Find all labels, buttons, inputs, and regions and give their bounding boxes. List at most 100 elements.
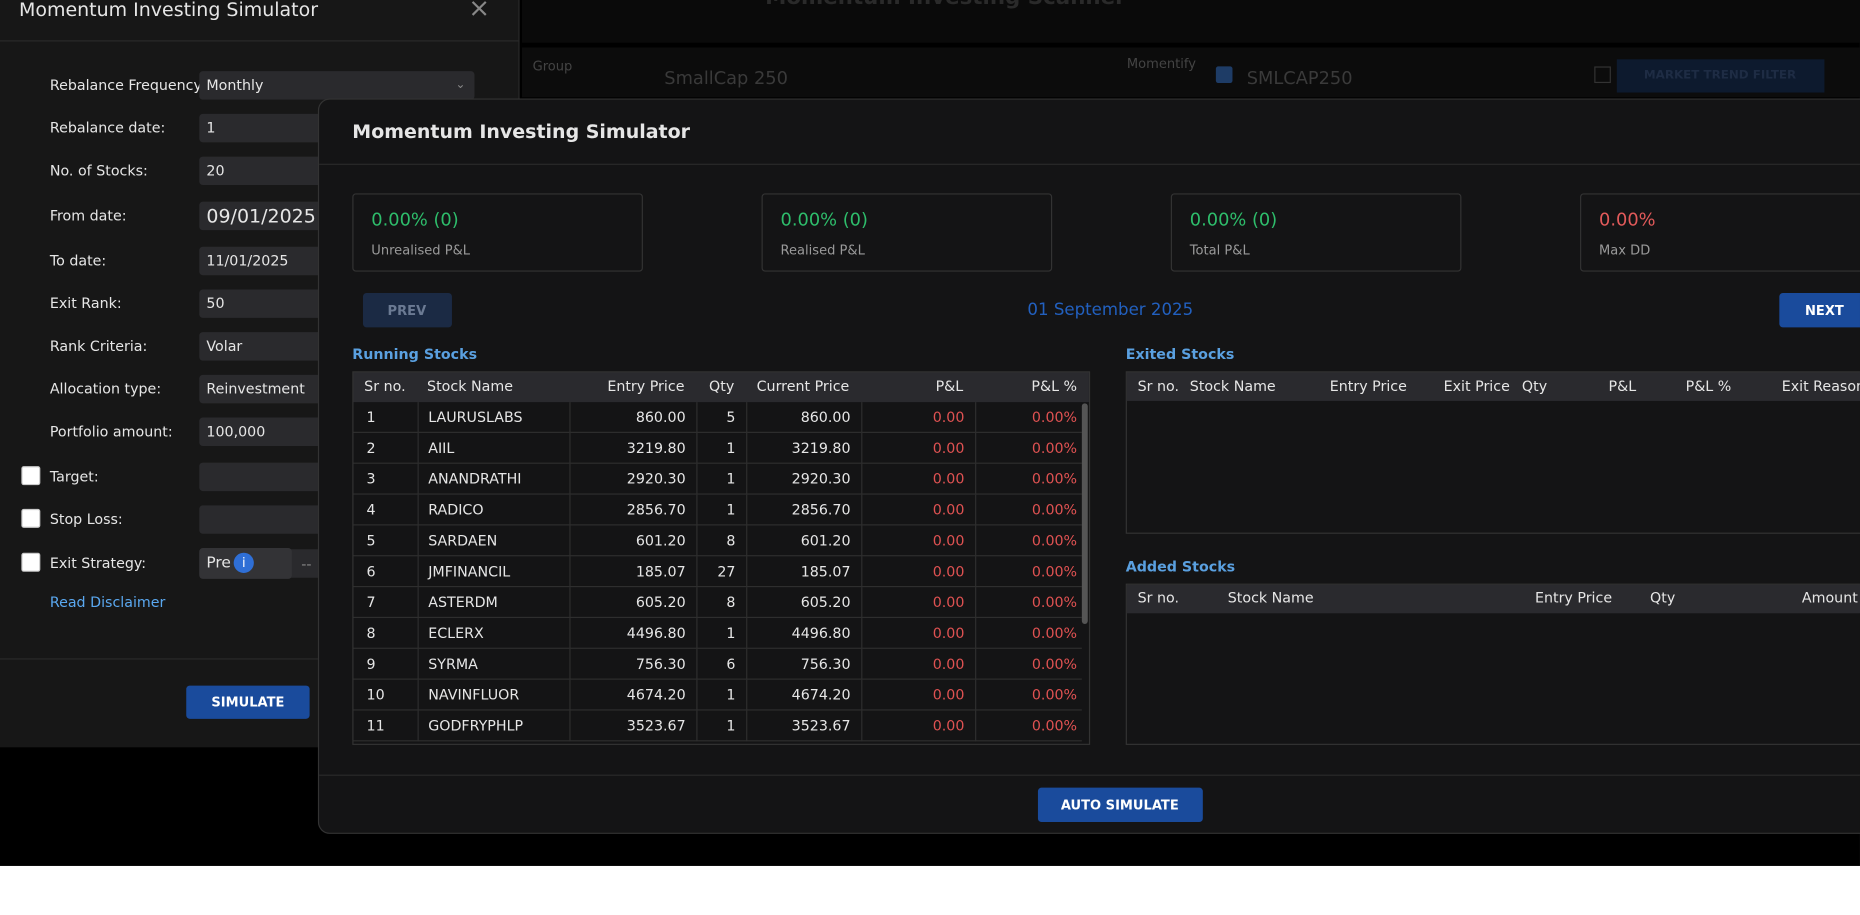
cell-border bbox=[417, 494, 419, 526]
table-row[interactable] bbox=[353, 495, 1082, 526]
cell: 0.00 bbox=[932, 470, 965, 488]
checkbox[interactable] bbox=[21, 508, 41, 528]
simulate-button-label[interactable]: SIMULATE bbox=[211, 694, 285, 710]
table-row[interactable] bbox=[353, 680, 1082, 711]
field-label: To date: bbox=[49, 252, 107, 270]
checkbox[interactable] bbox=[21, 466, 41, 486]
cell: 0.00 bbox=[932, 409, 965, 426]
table-row[interactable] bbox=[353, 618, 1082, 649]
checkbox[interactable] bbox=[1594, 66, 1611, 84]
next-button[interactable] bbox=[1779, 292, 1860, 328]
cell: 601.20 bbox=[635, 532, 686, 549]
section-title: Running Stocks bbox=[352, 346, 478, 363]
divider bbox=[0, 658, 520, 660]
field-label: Portfolio amount: bbox=[49, 423, 173, 440]
prev-button[interactable] bbox=[362, 292, 452, 328]
table-row[interactable] bbox=[353, 556, 1082, 588]
input[interactable] bbox=[199, 71, 475, 100]
column-header: Sr no. bbox=[1137, 589, 1180, 606]
cell: 1 bbox=[726, 717, 736, 735]
cell: ECLERX bbox=[428, 624, 484, 642]
stat-label: Unrealised P&L bbox=[371, 242, 471, 258]
cell-border bbox=[417, 525, 419, 557]
cell: LAURUSLABS bbox=[428, 409, 523, 426]
filter-button-label[interactable]: MARKET TREND FILTER bbox=[1643, 68, 1797, 82]
checkbox[interactable] bbox=[1215, 66, 1233, 84]
next-button-label[interactable]: NEXT bbox=[1805, 302, 1844, 319]
field-label: Stop Loss: bbox=[49, 511, 123, 528]
input-value: Reinvestment bbox=[206, 380, 305, 398]
cell: 0.00 bbox=[932, 594, 965, 611]
cell: AIIL bbox=[428, 439, 455, 457]
cell: 0.00% bbox=[1031, 594, 1078, 611]
table-row[interactable] bbox=[353, 433, 1082, 464]
simulate-button[interactable] bbox=[186, 685, 310, 719]
auto-simulate-label[interactable]: AUTO SIMULATE bbox=[1060, 797, 1179, 814]
cell: 3523.67 bbox=[626, 717, 686, 735]
cell-border bbox=[975, 556, 977, 588]
column-header: P&L % bbox=[1685, 378, 1732, 395]
cell: 0.00% bbox=[1031, 686, 1078, 704]
stat-value: 0.00% bbox=[1599, 208, 1656, 231]
info-icon[interactable]: i bbox=[233, 552, 254, 573]
cell-border bbox=[696, 587, 698, 619]
table-header bbox=[1126, 372, 1860, 401]
table-row[interactable] bbox=[353, 464, 1082, 495]
disclaimer-link[interactable]: Read Disclaimer bbox=[49, 594, 166, 611]
table-row[interactable] bbox=[353, 525, 1082, 557]
table-row[interactable] bbox=[353, 649, 1082, 680]
close-button[interactable]: × bbox=[468, 0, 491, 24]
cell: 0.00% bbox=[1031, 532, 1078, 549]
cell: 0.00 bbox=[932, 624, 965, 642]
column-header: Qty bbox=[1521, 378, 1548, 395]
cell: 1 bbox=[726, 686, 736, 704]
cell: 2856.70 bbox=[791, 501, 851, 519]
scanner-header bbox=[521, 0, 1860, 43]
prev-button-label[interactable]: PREV bbox=[387, 302, 427, 319]
cell: ASTERDM bbox=[428, 594, 498, 611]
column-header: Amount bbox=[1801, 589, 1858, 606]
cell: 0.00 bbox=[932, 532, 965, 549]
field-label: Rebalance date: bbox=[49, 119, 166, 137]
table-row[interactable] bbox=[353, 711, 1082, 742]
cell-border bbox=[417, 648, 419, 680]
auto-simulate-button[interactable] bbox=[1037, 787, 1203, 823]
cell-border bbox=[861, 432, 863, 464]
cell: 2920.30 bbox=[626, 470, 686, 488]
column-header: Stock Name bbox=[427, 378, 513, 395]
cell: 2856.70 bbox=[626, 501, 686, 519]
cell: 0.00% bbox=[1031, 717, 1078, 735]
column-header: Exit Price bbox=[1443, 378, 1510, 395]
table bbox=[1125, 371, 1860, 534]
cell-border bbox=[975, 402, 977, 433]
cell-border bbox=[975, 432, 977, 464]
divider bbox=[0, 40, 520, 42]
stat-value: 0.00% (0) bbox=[371, 208, 459, 231]
stat-label: Total P&L bbox=[1189, 242, 1250, 258]
table-row[interactable] bbox=[353, 587, 1082, 619]
cell-border bbox=[417, 402, 419, 433]
cell: 860.00 bbox=[800, 409, 851, 426]
column-header: Qty bbox=[1650, 589, 1676, 606]
cell: 0.00% bbox=[1031, 563, 1078, 580]
input-value: Monthly bbox=[206, 76, 264, 94]
cell-border bbox=[975, 494, 977, 526]
scrollbar bbox=[1081, 403, 1088, 624]
cell-border bbox=[569, 587, 571, 619]
cell: 7 bbox=[366, 594, 376, 611]
cell: 0.00% bbox=[1031, 470, 1078, 488]
cell: 3 bbox=[366, 470, 376, 488]
cell: 1 bbox=[726, 439, 736, 457]
cell-border bbox=[975, 587, 977, 619]
field-label: Target: bbox=[49, 468, 99, 485]
column-header: Exit Reason bbox=[1781, 378, 1860, 395]
cell-border bbox=[696, 648, 698, 680]
panel-title: Momentum Investing Simulator bbox=[18, 0, 318, 21]
checkbox[interactable] bbox=[21, 552, 41, 572]
filter-button[interactable] bbox=[1616, 59, 1825, 93]
field-label: Exit Strategy: bbox=[49, 554, 147, 572]
column-header: Sr no. bbox=[1137, 378, 1180, 395]
stat-value: 0.00% (0) bbox=[1189, 208, 1278, 231]
table-row[interactable] bbox=[353, 402, 1082, 433]
